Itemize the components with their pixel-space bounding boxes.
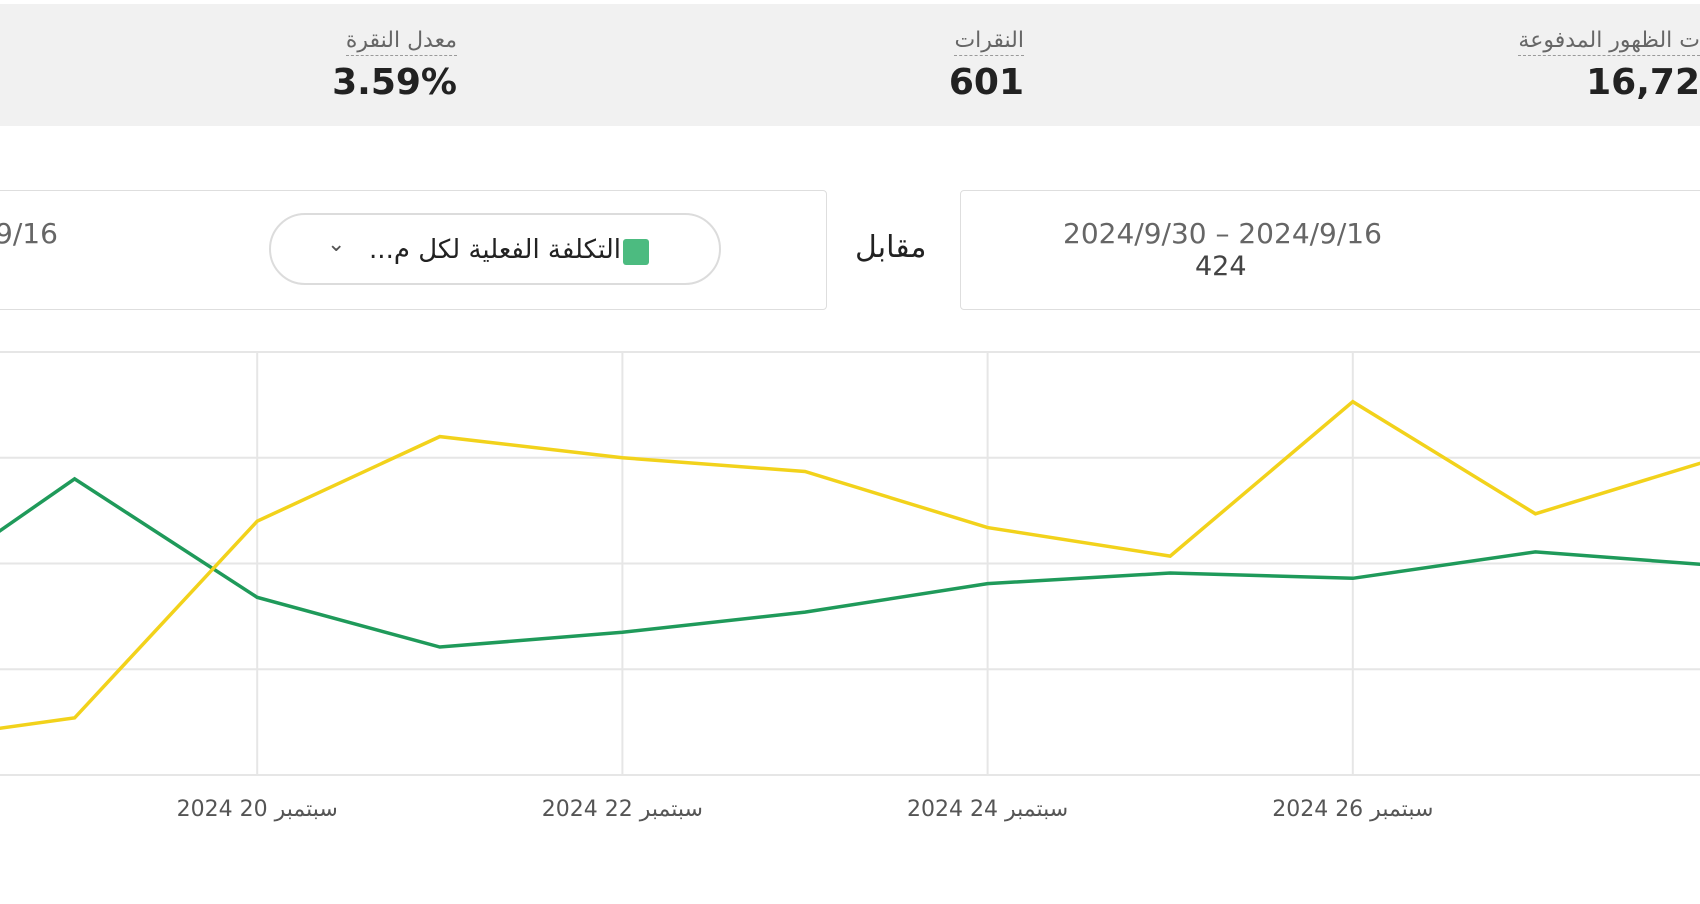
stat-ctr-value: 3.59%: [332, 62, 457, 103]
series-layer: [0, 399, 1700, 731]
stats-band: معدل النقرة 3.59% النقرات 601 ت الظهور ا…: [0, 4, 1700, 126]
horizontal-gridlines: [0, 351, 1700, 776]
series-line-1: [0, 476, 1700, 649]
stat-impressions-value: 16,72: [1586, 62, 1700, 103]
metric-selector-label: التكلفة الفعلية لكل م...: [369, 235, 621, 265]
stat-ctr[interactable]: معدل النقرة 3.59%: [332, 28, 457, 103]
x-tick-label: 2024 سبتمبر 26: [1272, 797, 1433, 822]
x-tick-label: 2024 سبتمبر 24: [907, 797, 1068, 822]
primary-range-panel[interactable]: 2024/9/30 – 2024/9/16 424: [960, 190, 1700, 310]
stat-impressions[interactable]: ت الظهور المدفوعة 16,72: [1518, 28, 1700, 103]
x-tick-label: 2024 سبتمبر 20: [177, 797, 338, 822]
x-tick-label: 2024 سبتمبر 22: [542, 797, 703, 822]
chevron-down-icon: ⌄: [327, 232, 346, 257]
compare-label: مقابل: [855, 230, 927, 265]
primary-range-text: 2024/9/30 – 2024/9/16: [1063, 217, 1382, 250]
stat-clicks[interactable]: النقرات 601: [949, 28, 1024, 103]
vertical-gridlines: [256, 352, 1354, 775]
stat-clicks-label: النقرات: [954, 28, 1024, 56]
line-chart: 2024 سبتمبر 20 2024 سبتمبر 22 2024 سبتمبر …: [0, 351, 1700, 822]
stat-clicks-value: 601: [948, 62, 1024, 103]
stat-impressions-label: ت الظهور المدفوعة: [1518, 28, 1700, 56]
primary-range-count: 424: [1195, 251, 1247, 282]
stat-ctr-label: معدل النقرة: [345, 28, 457, 56]
metric-selector[interactable]: التكلفة الفعلية لكل م... ⌄: [269, 213, 721, 285]
x-axis-ticks: 2024 سبتمبر 20 2024 سبتمبر 22 2024 سبتمبر …: [177, 797, 1434, 822]
series-line-2: [0, 399, 1700, 731]
metric-color-swatch: [623, 239, 649, 265]
compare-range-text: 9/16: [0, 217, 58, 250]
